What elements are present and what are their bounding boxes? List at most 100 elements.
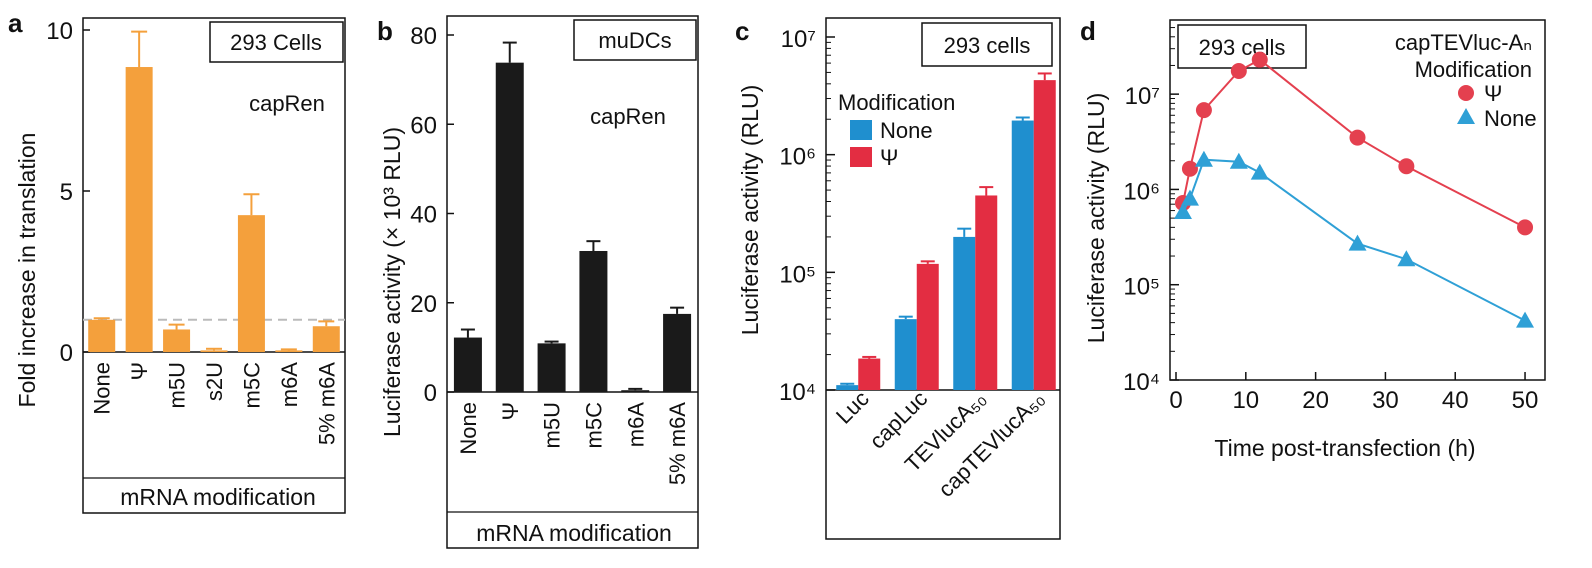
panel-d-series-line xyxy=(1182,158,1526,322)
panel-letter-b: b xyxy=(377,16,393,46)
panel-b-x-tick-label: 5% m6A xyxy=(665,402,690,485)
panel-d-data-point xyxy=(1173,202,1192,219)
panel-d-legend-title: capTEVluc-Aₙ xyxy=(1395,30,1532,55)
panel-c-bar xyxy=(975,195,998,390)
panel-d-data-point xyxy=(1180,189,1199,206)
panel-d-data-point xyxy=(1517,219,1534,236)
panel-letter-d: d xyxy=(1080,16,1096,46)
panel-c-title: 293 cells xyxy=(944,33,1031,58)
panel-c-y-axis-label: Luciferase activity (RLU) xyxy=(737,85,763,336)
panel-b-x-tick-label: Ψ xyxy=(498,402,523,420)
panel-d-title: 293 cells xyxy=(1199,35,1286,60)
panel-a-bar xyxy=(237,215,265,352)
panel-a-bar xyxy=(275,350,303,352)
panel-b-bar xyxy=(495,62,524,392)
panel-a-bar xyxy=(312,326,340,352)
panel-d-y-tick-label: 10⁷ xyxy=(1125,83,1160,110)
panel-a-x-tick-label: m5C xyxy=(239,362,264,409)
panel-d-y-tick-label: 10⁴ xyxy=(1123,369,1160,396)
panel-letter-c: c xyxy=(735,16,749,46)
panel-d-data-point xyxy=(1516,311,1535,328)
panel-d-data-point xyxy=(1250,163,1269,180)
panel-d-data-point xyxy=(1348,234,1367,251)
panel-c-x-tick-label: capTEVlucA₅₀ xyxy=(933,386,1049,502)
panel-d-y-tick-label: 10⁶ xyxy=(1123,178,1160,205)
panel-c-y-tick-label: 10⁷ xyxy=(781,26,816,53)
panel-d-data-point xyxy=(1397,250,1416,267)
panel-b-annotation: capRen xyxy=(590,104,666,129)
panel-a-title-box xyxy=(209,21,344,63)
panel-d-legend-label: Ψ xyxy=(1484,81,1502,106)
panel-b-x-tick-label: None xyxy=(456,402,481,455)
panel-d-data-point xyxy=(1251,51,1268,68)
panel-c-bar xyxy=(858,358,881,390)
panel-a-bar xyxy=(88,319,116,352)
panel-a-x-tick-label: m6A xyxy=(277,362,302,408)
panel-d-x-tick-label: 0 xyxy=(1169,387,1182,414)
panel-a-annotation: capRen xyxy=(249,91,325,116)
panel-a-x-axis-label: mRNA modification xyxy=(120,484,316,510)
panel-c-y-tick-label: 10⁵ xyxy=(779,261,816,288)
panel-d-data-point xyxy=(1181,160,1198,177)
panel-a-bar xyxy=(163,329,191,352)
panel-d-data-point xyxy=(1229,152,1248,169)
panel-a-bar xyxy=(200,350,228,352)
panel-d-legend-marker xyxy=(1458,85,1474,101)
panel-b-y-axis-label-text: Luciferase activity (× 10³ RLU) xyxy=(379,127,405,437)
panel-a-y-tick-label: 5 xyxy=(60,179,73,206)
panel-b-y-tick-label: 80 xyxy=(410,23,437,50)
panel-b-frame xyxy=(446,15,699,549)
panel-d-x-tick-label: 50 xyxy=(1512,387,1539,414)
panel-c-bar xyxy=(953,236,976,390)
panel-d-legend-marker xyxy=(1457,108,1475,124)
panel-b-bar xyxy=(579,250,608,392)
panel-b-x-tick-label: m6A xyxy=(623,402,648,448)
panel-a-y-tick-label: 10 xyxy=(46,18,73,45)
panel-c-bar xyxy=(1033,80,1056,391)
panel-c-x-tick-label: Luc xyxy=(831,386,874,429)
panel-b-bar xyxy=(453,337,482,392)
panel-letter-a: a xyxy=(8,8,23,38)
panel-d-x-axis-label: Time post-transfection (h) xyxy=(1214,435,1475,461)
panel-b-y-tick-label: 0 xyxy=(424,380,437,407)
panel-c-bar xyxy=(894,319,917,390)
panel-a-x-tick-label: s2U xyxy=(202,362,227,401)
panel-c-title-box xyxy=(921,22,1053,67)
panel-b-bar xyxy=(537,343,566,392)
panel-c-legend-label: None xyxy=(880,118,933,143)
panel-d-y-axis-label: Luciferase activity (RLU) xyxy=(1083,93,1109,344)
panel-c-legend-swatch xyxy=(850,147,872,167)
panel-d-legend-subtitle: Modification xyxy=(1415,57,1532,82)
panel-d-legend-label: None xyxy=(1484,106,1537,131)
panel-a-title: 293 Cells xyxy=(230,30,322,55)
panel-a-x-tick-label: Ψ xyxy=(127,362,152,380)
panel-b-x-tick-label: m5U xyxy=(540,402,565,448)
panel-d-data-point xyxy=(1230,62,1247,79)
panel-c-legend-label: Ψ xyxy=(880,145,898,170)
panel-c-y-tick-label: 10⁴ xyxy=(779,379,816,406)
panel-d-x-tick-label: 20 xyxy=(1302,387,1329,414)
panel-a-frame xyxy=(82,17,346,514)
panel-d-data-point xyxy=(1194,150,1213,167)
panel-b-bar xyxy=(663,313,692,392)
panel-d-title-box xyxy=(1177,24,1307,69)
panel-a-y-tick-label: 0 xyxy=(60,340,73,367)
panel-c-bar xyxy=(836,385,859,390)
panel-c-bar xyxy=(1011,120,1034,391)
panel-d-data-point xyxy=(1349,129,1366,146)
panel-b-x-tick-label: m5C xyxy=(581,402,606,449)
panel-d-x-tick-label: 30 xyxy=(1372,387,1399,414)
panel-a-x-tick-label: None xyxy=(90,362,115,415)
panel-c-legend-swatch xyxy=(850,120,872,140)
panel-d-y-tick-label: 10⁵ xyxy=(1123,274,1160,301)
panel-b-y-tick-label: 20 xyxy=(410,291,437,318)
panel-a-x-tick-label: 5% m6A xyxy=(314,362,339,445)
panel-d-data-point xyxy=(1398,158,1415,175)
panel-b-y-tick-label: 60 xyxy=(410,112,437,139)
panel-b-x-axis-label: mRNA modification xyxy=(476,520,672,546)
panel-b-title: muDCs xyxy=(598,28,671,53)
panel-b-y-axis-label: Luciferase activity (× 10³ RLU) xyxy=(379,127,405,437)
panel-d-series-line xyxy=(1182,58,1526,229)
